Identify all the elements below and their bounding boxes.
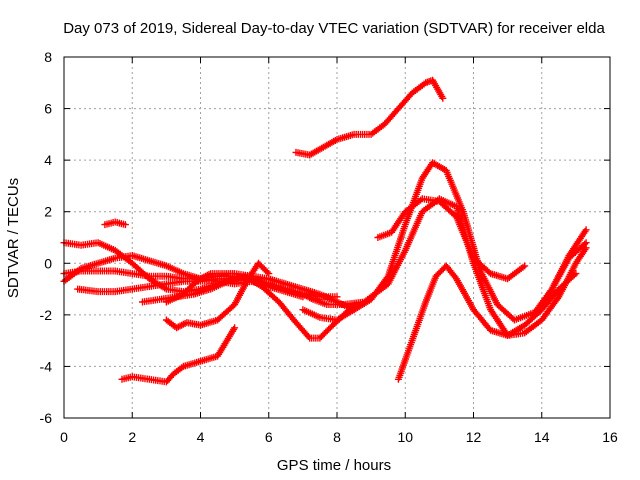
series-track-7 xyxy=(162,259,273,332)
series-markers xyxy=(118,324,239,386)
x-tick-label: 12 xyxy=(466,429,482,445)
y-tick-label: 2 xyxy=(44,204,52,220)
x-tick-label: 0 xyxy=(60,429,68,445)
series-track-14 xyxy=(531,239,590,319)
series-markers xyxy=(531,239,590,319)
series-track-12 xyxy=(374,195,529,283)
series-markers xyxy=(101,218,129,229)
x-tick-label: 14 xyxy=(534,429,550,445)
y-tick-label: 4 xyxy=(44,152,52,168)
series-track-15 xyxy=(292,76,447,159)
series-markers xyxy=(394,262,580,383)
x-tick-label: 4 xyxy=(197,429,205,445)
series-markers xyxy=(162,259,273,332)
grid-lines xyxy=(64,57,610,418)
y-tick-label: 0 xyxy=(44,255,52,271)
x-tick-label: 16 xyxy=(602,429,618,445)
series-track-9 xyxy=(101,218,129,229)
series-track-13 xyxy=(394,262,580,383)
y-tick-label: 6 xyxy=(44,101,52,117)
y-tick-label: 8 xyxy=(44,49,52,65)
y-tick-label: -2 xyxy=(40,307,53,323)
y-axis-title: SDTVAR / TECUs xyxy=(5,178,22,298)
y-tick-label: -6 xyxy=(40,410,53,426)
y-tick-label: -4 xyxy=(40,358,53,374)
x-tick-label: 6 xyxy=(265,429,273,445)
axis-ticks: 0 2 4 6 8 10 12 14 16 -6 -4 -2 0 2 4 6 8 xyxy=(40,49,618,445)
x-tick-label: 8 xyxy=(333,429,341,445)
x-tick-label: 10 xyxy=(397,429,413,445)
series-track-8 xyxy=(118,324,239,386)
x-tick-label: 2 xyxy=(128,429,136,445)
chart-title: Day 073 of 2019, Sidereal Day-to-day VTE… xyxy=(63,20,605,37)
series-markers xyxy=(374,195,529,283)
x-axis-title: GPS time / hours xyxy=(277,457,391,474)
data-series xyxy=(60,76,590,386)
series-markers xyxy=(292,76,447,159)
